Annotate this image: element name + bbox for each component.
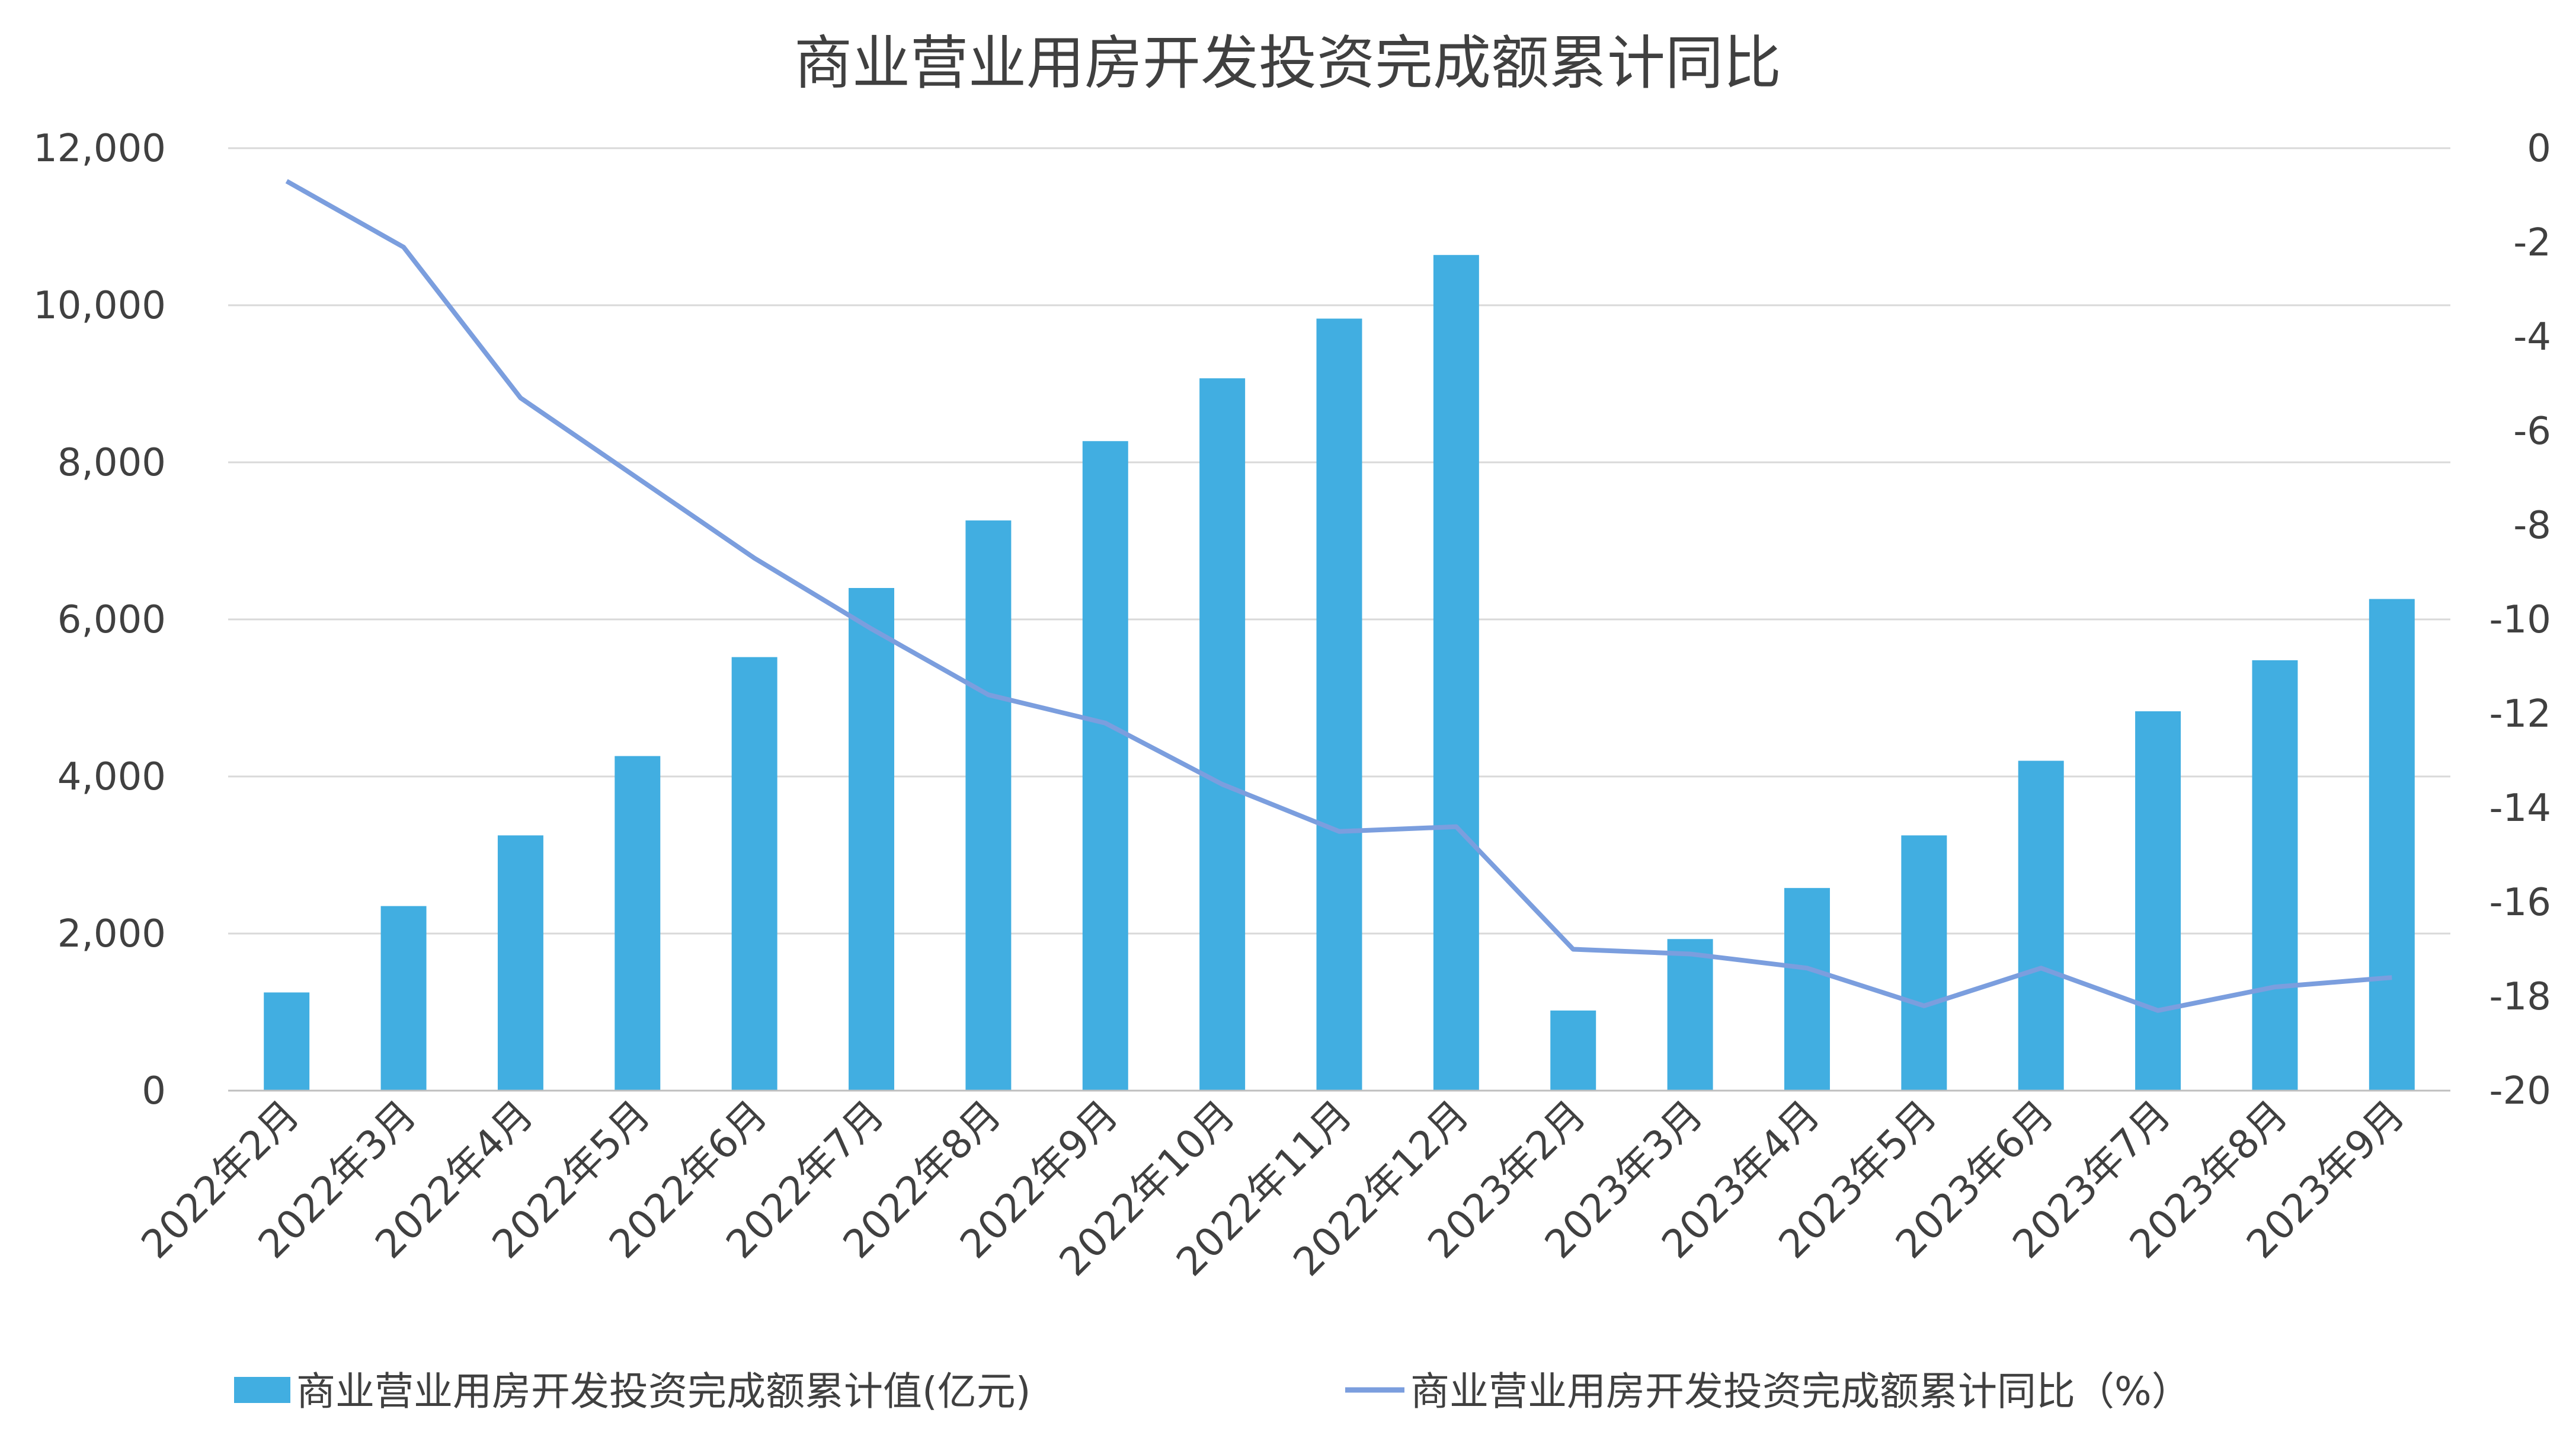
right-tick-label: -14: [2489, 787, 2551, 830]
legend: 商业营业用房开发投资完成额累计值(亿元) 商业营业用房开发投资完成额累计同比（%…: [234, 1369, 2191, 1414]
bar: [1784, 888, 1830, 1091]
left-axis-ticks: 0 2,000 4,000 6,000 8,000 10,000 12,000: [33, 127, 166, 1113]
x-axis-ticks: 2022年2月2022年3月2022年4月2022年5月2022年6月2022年…: [133, 1092, 2414, 1285]
left-tick-label: 2,000: [57, 912, 166, 956]
bar: [965, 520, 1012, 1091]
left-tick-label: 0: [142, 1069, 166, 1113]
bar: [264, 992, 310, 1091]
right-tick-label: -20: [2489, 1069, 2551, 1113]
bar: [2135, 711, 2181, 1091]
bar: [380, 906, 427, 1091]
left-tick-label: 6,000: [57, 598, 166, 642]
line-series: [285, 179, 2392, 1013]
right-tick-label: -2: [2513, 221, 2551, 265]
bar: [1433, 255, 1479, 1091]
right-tick-label: -10: [2489, 598, 2551, 642]
legend-bar-label: 商业营业用房开发投资完成额累计值(亿元): [296, 1369, 1031, 1414]
bar: [1316, 318, 1362, 1091]
bar: [1901, 835, 1947, 1091]
right-tick-label: 0: [2527, 127, 2551, 171]
bar: [1199, 378, 1246, 1091]
left-tick-label: 4,000: [57, 755, 166, 799]
right-tick-label: -6: [2513, 410, 2551, 453]
right-tick-label: -8: [2513, 504, 2551, 548]
left-tick-label: 12,000: [33, 127, 166, 171]
bar: [2369, 599, 2415, 1091]
bar-series: [264, 255, 2415, 1091]
left-tick-label: 8,000: [57, 441, 166, 485]
bar: [615, 756, 661, 1091]
right-tick-label: -4: [2513, 315, 2551, 359]
legend-bar-swatch: [234, 1377, 290, 1403]
left-tick-label: 10,000: [33, 284, 166, 328]
right-tick-label: -12: [2489, 692, 2551, 736]
bar: [731, 657, 777, 1091]
chart-title: 商业营业用房开发投资完成额累计同比: [794, 30, 1781, 97]
bar: [497, 835, 543, 1091]
bar: [2018, 760, 2064, 1091]
legend-line-label: 商业营业用房开发投资完成额累计同比（%）: [1410, 1369, 2191, 1414]
bar: [2252, 660, 2298, 1091]
bar: [1667, 939, 1713, 1091]
right-axis-ticks: -20-18-16-14-12-10-8-6-4-20: [2489, 127, 2551, 1113]
bar: [1082, 441, 1128, 1091]
right-tick-label: -18: [2489, 975, 2551, 1019]
bar: [849, 588, 895, 1091]
right-tick-label: -16: [2489, 881, 2551, 925]
bar: [1550, 1010, 1596, 1091]
line-path: [285, 179, 2392, 1013]
